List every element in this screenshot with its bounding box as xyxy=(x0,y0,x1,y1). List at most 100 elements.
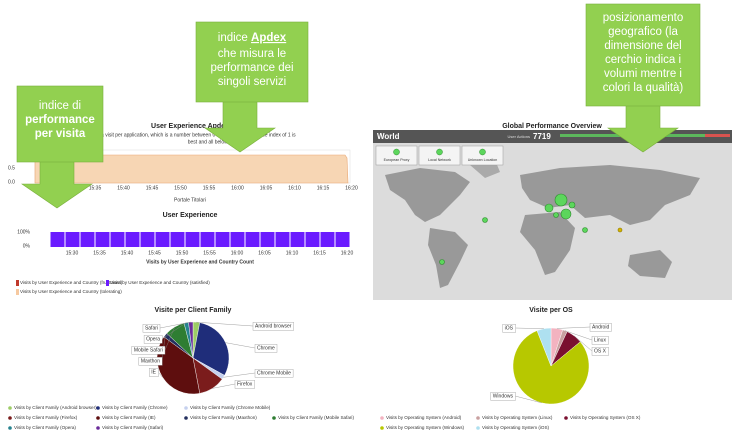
slice-label: Firefox xyxy=(237,381,253,387)
bar xyxy=(320,232,335,247)
legend-swatch xyxy=(16,280,19,286)
x-tick-label: 15:45 xyxy=(146,185,159,191)
apdex-title: User Experience Apdex xyxy=(151,123,229,130)
legend-label: Visits by Operating System (Linux) xyxy=(482,415,553,420)
callout-line: singoli servizi xyxy=(218,76,286,88)
callout-line: performance dei xyxy=(210,62,293,74)
x-tick-label: 15:55 xyxy=(203,250,216,256)
client-family-title: Visite per Client Family xyxy=(155,307,232,314)
slice-label-box xyxy=(591,336,609,345)
bar xyxy=(170,232,185,247)
bar xyxy=(335,232,350,247)
slice-label-box xyxy=(502,324,516,333)
bar xyxy=(110,232,125,247)
region-label: World xyxy=(377,132,400,141)
legend-dot xyxy=(476,426,480,430)
slice-label-box xyxy=(490,392,516,401)
x-tick-label: 15:50 xyxy=(176,250,189,256)
slice-label: Android browser xyxy=(255,323,292,329)
x-tick-label: 16:20 xyxy=(341,250,354,256)
legend-label: Visits by Client Family (Maxthon) xyxy=(190,415,257,420)
bar xyxy=(140,232,155,247)
callout-text: performance per visita xyxy=(25,114,95,140)
leader-line xyxy=(514,327,544,329)
legend-dot xyxy=(8,406,12,410)
slice-label: IE xyxy=(151,369,156,375)
callout-text: indice di xyxy=(39,100,81,112)
legend-label: Visits by Operating System (iOS) xyxy=(482,425,550,430)
slice-label-box xyxy=(142,324,161,333)
callout-word: Apdex xyxy=(251,32,287,44)
legend-dot xyxy=(8,426,12,430)
legend-label: Visits by Client Family (Android browser… xyxy=(14,405,97,410)
legend-label: Visits by Client Family (Safari) xyxy=(102,425,164,430)
callout-text: indice Apdex xyxy=(218,32,287,44)
x-tick-label: 15:30 xyxy=(66,250,79,256)
counter-label: User Actions xyxy=(508,134,530,139)
legend-label: Visits by Client Family (Opera) xyxy=(14,425,76,430)
legend-dot xyxy=(476,416,480,420)
x-tick-label: 16:05 xyxy=(258,250,271,256)
slice-label: Linux xyxy=(594,337,606,343)
pie-slice xyxy=(156,336,200,395)
leader-line xyxy=(574,335,593,352)
geo-title: Global Performance Overview xyxy=(502,123,602,130)
x-tick-label: 16:20 xyxy=(345,185,358,191)
legend-dot xyxy=(184,416,188,420)
callout-line: volumi mentre i xyxy=(604,68,682,80)
location-label: European Proxy xyxy=(384,158,410,162)
location-icon xyxy=(393,148,400,156)
slice-label-box xyxy=(143,335,163,344)
callout-text: posizionamento geografico (la dimensione d… xyxy=(603,12,684,94)
location-icon xyxy=(436,148,443,156)
callout-line: per visita xyxy=(35,128,86,140)
bar xyxy=(305,232,320,247)
leader-line xyxy=(164,326,175,351)
bar xyxy=(215,232,230,247)
x-tick-label: 15:55 xyxy=(203,185,216,191)
slice-label: Windows xyxy=(493,393,514,399)
bar xyxy=(245,232,260,247)
callout-arrow xyxy=(204,99,276,153)
leader-line xyxy=(564,330,593,341)
x-tick-label: 16:10 xyxy=(288,185,301,191)
bar xyxy=(50,232,65,247)
legend-dot xyxy=(380,416,384,420)
slice-label-box xyxy=(149,368,159,377)
ux-title: User Experience xyxy=(163,212,218,219)
bar xyxy=(65,232,80,247)
map-markers xyxy=(439,193,623,265)
y-tick-label: 0% xyxy=(23,243,31,249)
slice-label-box xyxy=(234,380,255,389)
slice-label: Android xyxy=(592,324,609,330)
callout-box xyxy=(585,3,701,107)
legend-dot xyxy=(272,416,276,420)
os-title: Visite per OS xyxy=(529,307,573,314)
leader-line xyxy=(196,321,254,327)
x-tick-label: 15:35 xyxy=(89,185,102,191)
callout-arrow xyxy=(607,103,679,153)
slice-label-box xyxy=(252,322,294,331)
y-tick-label: 0.5 xyxy=(8,165,15,171)
pie-slice xyxy=(192,322,230,376)
apdex-subtitle: Portale Titolari xyxy=(174,197,206,203)
legend-label: Visits by Client Family (Mobile Safari) xyxy=(278,415,354,420)
slice-label: iOS xyxy=(505,325,514,331)
callout-line: posizionamento xyxy=(603,12,684,24)
location-button xyxy=(461,145,504,166)
leader-line xyxy=(159,321,191,329)
x-tick-label: 16:15 xyxy=(317,185,330,191)
callout-line: cerchio indica i xyxy=(605,54,681,66)
slice-label-box xyxy=(138,357,163,366)
slice-label: Chrome Mobile xyxy=(257,370,291,376)
slice-label-box xyxy=(589,323,612,332)
x-tick-label: 16:00 xyxy=(231,250,244,256)
legend-label: Visits by User Experience and Country (t… xyxy=(20,289,122,294)
legend-dot xyxy=(96,416,100,420)
bar xyxy=(155,232,170,247)
leader-line xyxy=(212,383,236,389)
bar xyxy=(185,232,200,247)
slice-label-box xyxy=(254,344,278,353)
leader-line xyxy=(161,322,187,340)
x-tick-label: 15:40 xyxy=(121,250,134,256)
